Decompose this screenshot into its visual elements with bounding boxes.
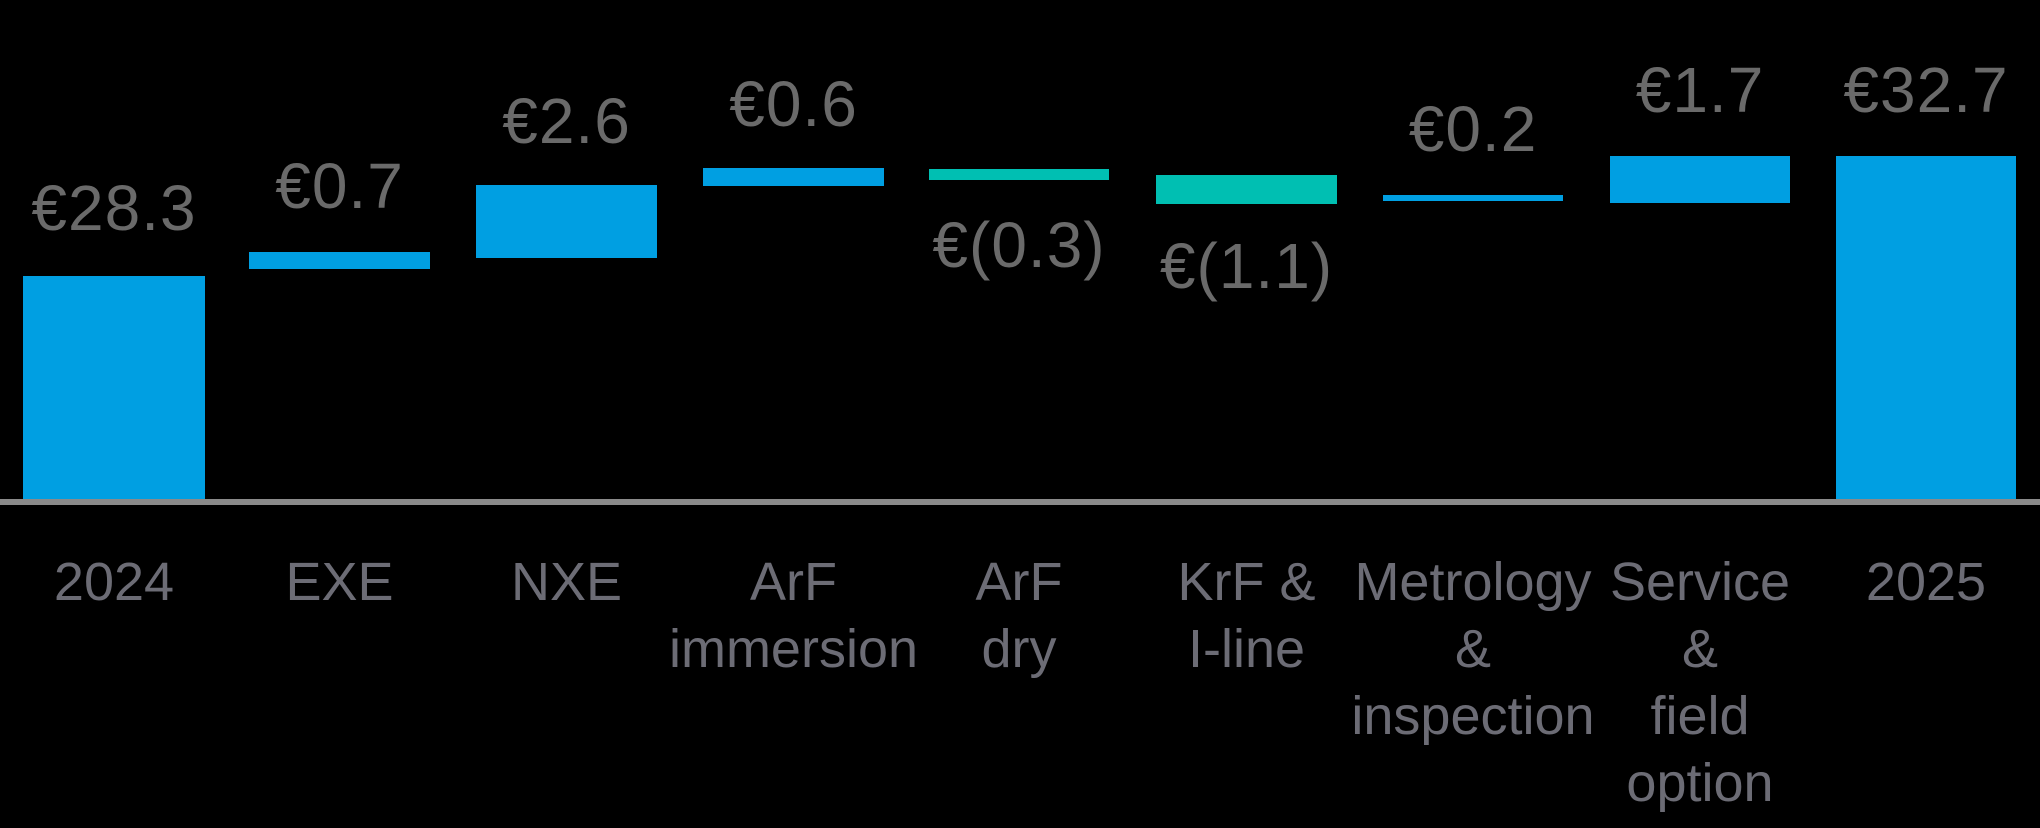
value-label-arf-immersion: €0.6 [729, 68, 858, 140]
bar-krf-i-line [1156, 175, 1337, 204]
bar-arf-immersion [703, 168, 884, 186]
category-label-service-field-option: Service & field option [1555, 549, 1845, 817]
category-label-line: & [1454, 619, 1492, 679]
value-label-krf-i-line: €(1.1) [1159, 230, 1334, 302]
category-label-arf-dry: ArF dry [874, 549, 1164, 683]
category-label-arf-immersion: ArF immersion [649, 549, 939, 683]
bar-metrology-inspection [1383, 195, 1563, 201]
category-label-line: 2024 [53, 552, 175, 612]
category-label-line: EXE [285, 552, 394, 612]
category-label-line: KrF & [1177, 552, 1316, 612]
category-label-line: inspection [1351, 686, 1595, 746]
value-label-metrology-inspection: €0.2 [1408, 93, 1538, 165]
value-label-service-field-option: €1.7 [1635, 54, 1765, 126]
bar-service-field-option [1610, 156, 1790, 203]
category-label-nxe: NXE [422, 549, 712, 616]
value-label-2025: €32.7 [1843, 54, 2009, 126]
category-label-line: dry [981, 619, 1057, 679]
category-label-line: 2025 [1865, 552, 1987, 612]
value-label-exe: €0.7 [275, 150, 404, 222]
category-label-exe: EXE [195, 549, 485, 616]
category-label-line: ArF [750, 552, 837, 612]
x-axis-line [0, 499, 2040, 505]
category-label-line: field [1650, 686, 1750, 746]
bar-2025 [1836, 156, 2016, 500]
category-label-line: I-line [1187, 619, 1306, 679]
category-label-line: immersion [668, 619, 919, 679]
category-label-line: Service [1609, 552, 1791, 612]
category-label-metrology-inspection: Metrology & inspection [1328, 549, 1618, 750]
value-label-arf-dry: €(0.3) [932, 209, 1106, 281]
bar-nxe [476, 185, 657, 258]
category-label-line: Metrology [1354, 552, 1592, 612]
category-label-2024: 2024 [0, 549, 259, 616]
value-label-nxe: €2.6 [502, 85, 631, 157]
category-label-line: & [1681, 619, 1719, 679]
category-label-line: NXE [510, 552, 623, 612]
bar-exe [249, 252, 430, 269]
category-label-krf-i-line: KrF & I-line [1102, 549, 1392, 683]
value-label-2024: €28.3 [31, 172, 197, 244]
bar-2024 [23, 276, 205, 500]
bar-arf-dry [929, 169, 1109, 180]
category-label-2025: 2025 [1781, 549, 2040, 616]
category-label-line: option [1626, 753, 1774, 813]
category-label-line: ArF [975, 552, 1063, 612]
